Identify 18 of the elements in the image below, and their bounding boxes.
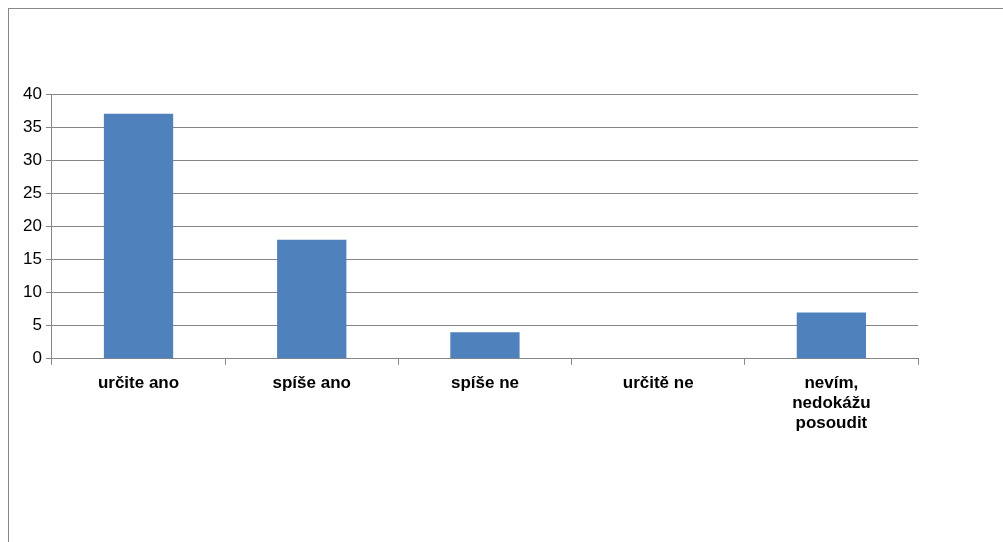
bar [450,332,520,359]
y-tick-label: 15 [22,249,42,269]
y-tick-label: 30 [22,149,42,169]
bar [277,239,347,359]
y-tick-label: 5 [32,315,42,335]
bar [796,312,867,359]
x-tick-label: určitě ne [622,372,694,392]
y-tick-label: 35 [22,116,42,136]
x-tick-label: spíše ne [450,372,519,392]
y-tick-label: 10 [22,282,42,302]
y-tick-label: 40 [22,83,42,103]
x-tick-label: spíše ano [272,372,351,392]
y-tick-label: 20 [22,216,42,236]
y-tick-label: 0 [32,348,42,368]
x-tick-label: nevím, nedokážu posoudit [792,372,871,433]
x-tick-label: určite ano [97,372,180,392]
bar [103,113,174,359]
y-tick-label: 25 [22,182,42,202]
